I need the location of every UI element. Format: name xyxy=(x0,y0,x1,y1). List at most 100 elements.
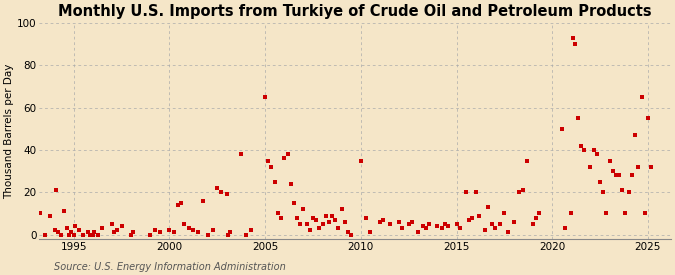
Point xyxy=(89,230,100,235)
Point xyxy=(111,228,122,233)
Point xyxy=(585,165,596,169)
Point xyxy=(317,222,328,226)
Point xyxy=(269,180,280,184)
Point xyxy=(403,222,414,226)
Point xyxy=(207,228,218,233)
Point xyxy=(494,222,505,226)
Point xyxy=(150,228,161,233)
Point xyxy=(601,211,612,216)
Point xyxy=(246,228,256,233)
Point xyxy=(620,211,631,216)
Point xyxy=(145,232,156,237)
Point xyxy=(128,230,138,235)
Point xyxy=(286,182,296,186)
Point xyxy=(336,207,347,211)
Point xyxy=(225,230,236,235)
Point xyxy=(308,215,319,220)
Point xyxy=(176,201,186,205)
Point xyxy=(443,224,454,228)
Point xyxy=(330,218,341,222)
Point xyxy=(92,232,103,237)
Point xyxy=(63,232,74,237)
Text: Source: U.S. Energy Information Administration: Source: U.S. Energy Information Administ… xyxy=(54,262,286,272)
Point xyxy=(489,226,500,230)
Point xyxy=(440,222,451,226)
Point xyxy=(340,220,350,224)
Point xyxy=(240,232,251,237)
Point xyxy=(323,220,334,224)
Point xyxy=(502,230,513,235)
Point xyxy=(513,190,524,194)
Point xyxy=(636,95,647,99)
Point xyxy=(531,215,542,220)
Point xyxy=(333,226,344,230)
Point xyxy=(356,158,367,163)
Point xyxy=(83,230,94,235)
Point xyxy=(499,211,510,216)
Point xyxy=(321,213,331,218)
Point xyxy=(275,215,286,220)
Point xyxy=(589,148,599,152)
Point xyxy=(473,213,484,218)
Point xyxy=(164,228,175,233)
Point xyxy=(273,211,284,216)
Point xyxy=(508,220,519,224)
Point xyxy=(630,133,641,138)
Point xyxy=(610,173,621,178)
Point xyxy=(107,222,117,226)
Point xyxy=(604,158,615,163)
Title: Monthly U.S. Imports from Turkiye of Crude Oil and Petroleum Products: Monthly U.S. Imports from Turkiye of Cru… xyxy=(58,4,652,19)
Point xyxy=(288,201,299,205)
Point xyxy=(202,232,213,237)
Point xyxy=(623,190,634,194)
Point xyxy=(572,116,583,120)
Point xyxy=(614,173,624,178)
Point xyxy=(556,127,567,131)
Point xyxy=(304,228,315,233)
Point xyxy=(169,230,180,235)
Point xyxy=(266,165,277,169)
Point xyxy=(314,226,325,230)
Point xyxy=(51,188,61,192)
Point xyxy=(378,218,389,222)
Point xyxy=(451,222,462,226)
Point xyxy=(188,228,199,233)
Point xyxy=(418,224,429,228)
Point xyxy=(301,222,312,226)
Point xyxy=(116,224,127,228)
Point xyxy=(126,232,136,237)
Point xyxy=(576,144,587,148)
Point xyxy=(215,190,226,194)
Point xyxy=(97,226,108,230)
Point xyxy=(365,230,376,235)
Point xyxy=(394,220,404,224)
Point xyxy=(437,226,448,230)
Point xyxy=(108,230,119,235)
Point xyxy=(375,220,385,224)
Point xyxy=(566,211,576,216)
Point xyxy=(223,232,234,237)
Point xyxy=(486,222,497,226)
Point xyxy=(183,226,194,230)
Point xyxy=(568,36,578,40)
Point xyxy=(591,152,602,156)
Point xyxy=(480,228,491,233)
Point xyxy=(384,222,395,226)
Point xyxy=(263,158,274,163)
Point xyxy=(35,211,46,216)
Point xyxy=(639,211,650,216)
Point xyxy=(528,222,539,226)
Point xyxy=(534,211,545,216)
Point xyxy=(236,152,246,156)
Point xyxy=(569,42,580,46)
Point xyxy=(311,218,322,222)
Point xyxy=(73,228,84,233)
Point xyxy=(397,226,408,230)
Point xyxy=(424,222,435,226)
Point xyxy=(298,207,309,211)
Point xyxy=(198,199,209,203)
Point xyxy=(292,215,302,220)
Point xyxy=(598,190,609,194)
Point xyxy=(643,116,653,120)
Point xyxy=(421,226,432,230)
